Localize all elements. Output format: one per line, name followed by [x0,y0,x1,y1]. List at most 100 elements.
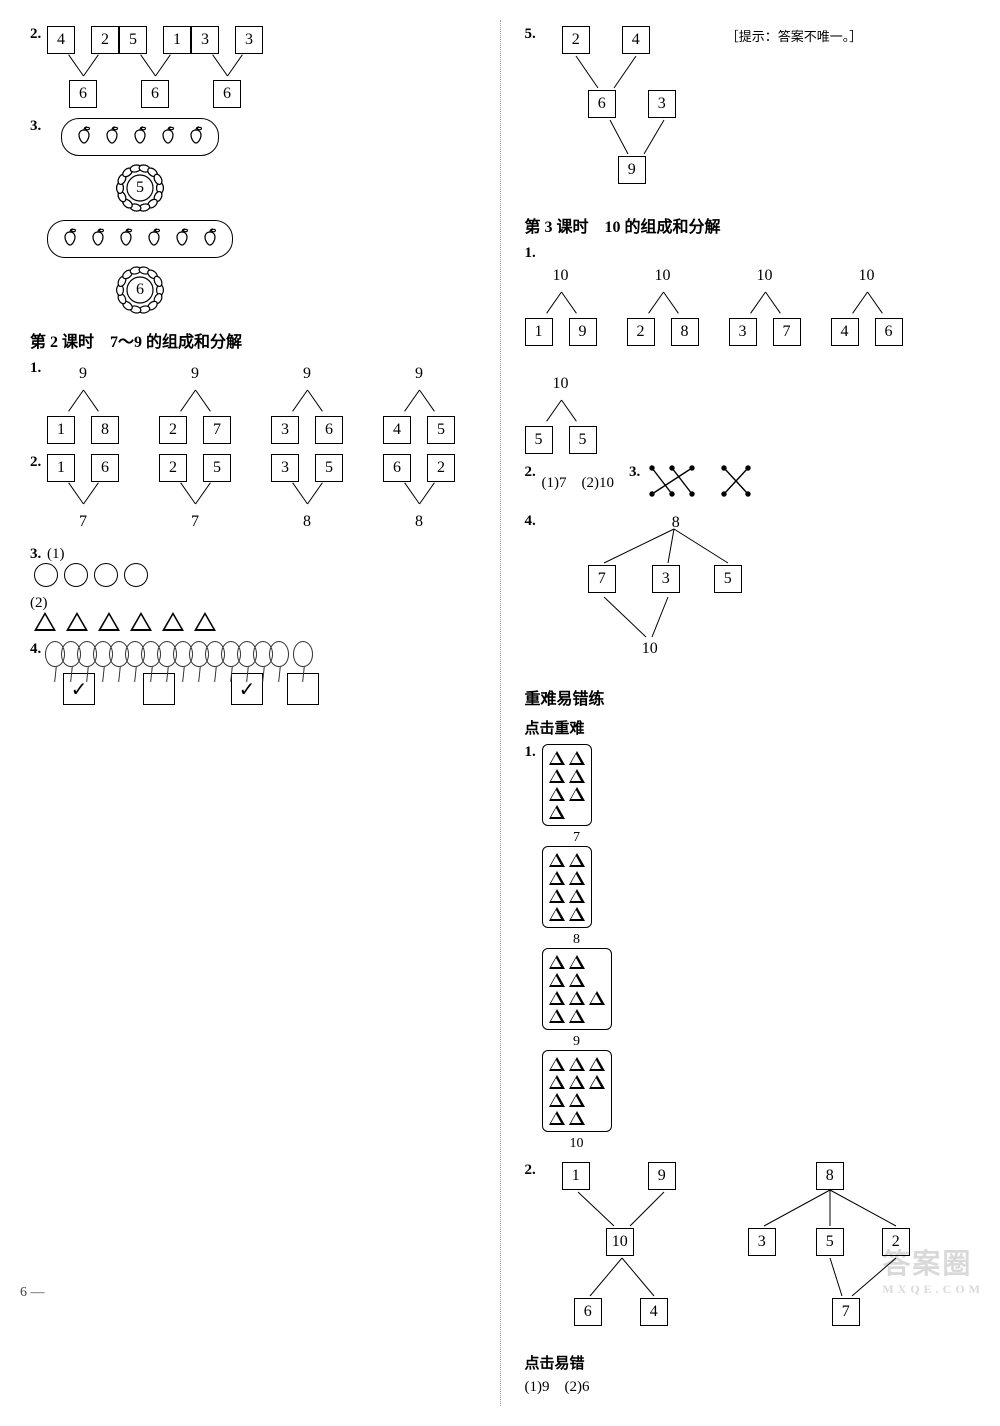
merge-node: 6 [383,454,411,482]
part1-label: (1) [47,546,65,562]
balloon-group: ✓ [207,641,287,705]
tree-node: 9 [648,1162,676,1190]
q-number: 2. [30,454,41,471]
triangle-icon [549,1093,565,1107]
triangle-icon [589,1057,605,1071]
merge-node: 4 [47,26,75,54]
bond-diagram: 1019 [525,262,597,346]
merge-sum: 8 [293,508,321,536]
q5-tree: 2 4 6 3 9 [552,26,712,201]
bond-child: 3 [271,416,299,444]
tree-node: 6 [574,1298,602,1326]
merge-diagram: 358 [271,454,343,536]
bond-child: 7 [203,416,231,444]
merge-diagram: 167 [47,454,119,536]
badge-value: 5 [136,179,144,197]
bond-diagram: 927 [159,360,231,444]
grid-label: 8 [542,932,612,948]
q-number: 1. [30,360,41,377]
ans-p1: (1)9 [525,1379,550,1395]
sec3-q4: 4. 8 7 3 5 10 [525,513,971,673]
triangle-icon [549,787,565,801]
triangle-icon [569,751,585,765]
bond-diagram: 1055 [525,370,597,454]
q-number: 4. [30,641,41,658]
bond-child: 5 [569,426,597,454]
bond-child: 7 [773,318,801,346]
hard-q1: 1. 78910 [525,744,971,1152]
bond-top: 10 [547,262,575,290]
tree-node: 10 [606,1228,634,1256]
hard-q2-left-tree: 1 9 10 6 4 [544,1162,714,1342]
balloon-group [287,641,319,705]
bond-child: 2 [627,318,655,346]
tree-node: 9 [618,156,646,184]
page-columns: 2. 426516336 3. 5 [30,20,970,1406]
apple-icon [58,227,82,251]
triangle-icon [569,991,585,1005]
triangle-icon [549,1075,565,1089]
triangle-icon [549,751,565,765]
tree-node: 8 [816,1162,844,1190]
balloon-group: ✓ [47,641,111,705]
triangle-icon [549,889,565,903]
q-number: 1. [525,245,536,262]
tree-node: 3 [648,90,676,118]
triangle-icon [569,871,585,885]
q-number: 2. [525,464,536,481]
triangle-icon [549,1009,565,1023]
merge-node: 3 [235,26,263,54]
bond-child: 3 [729,318,757,346]
triangle-icon [66,612,88,631]
apple-group-bot [47,220,233,258]
triangle-icon [569,769,585,783]
left-q2: 2. 426516336 [30,26,476,108]
triangle-icon [549,955,565,969]
merge-sum: 8 [405,508,433,536]
triangle-icon [569,1093,585,1107]
triangle-icon [569,1057,585,1071]
bond-child: 6 [875,318,903,346]
tree-node: 4 [640,1298,668,1326]
q-number: 3. [629,464,640,481]
merge-diagram: 516 [119,26,191,108]
tree-node: 5 [714,565,742,593]
triangle-icon [569,1075,585,1089]
merge-diagram: 628 [383,454,455,536]
tree-node: 3 [748,1228,776,1256]
bond-diagram: 1028 [627,262,699,346]
bond-diagram: 9 45 [383,360,455,444]
bond-diagram: 936 [271,360,343,444]
bond-child: 4 [383,416,411,444]
bond-top: 9 [405,360,433,388]
hard-sub1: 点击重难 [525,717,971,738]
merge-node: 3 [191,26,219,54]
bond-top: 10 [751,262,779,290]
balloon-icon [293,641,313,667]
tree-node: 4 [622,26,650,54]
badge-value: 6 [136,281,144,299]
triangle-icon [569,907,585,921]
bond-child: 5 [427,416,455,444]
q-number: 3. [30,118,41,135]
grid-label: 7 [542,830,612,846]
merge-sum: 7 [69,508,97,536]
bond-child: 8 [671,318,699,346]
bond-diagram: 10 37 [729,262,801,346]
bond-child: 8 [91,416,119,444]
tree-node: 3 [652,565,680,593]
triangle-grid-group: 10 [542,1050,612,1152]
bond-child: 1 [47,416,75,444]
tree-node: 10 [636,635,664,663]
triangle-icon [549,907,565,921]
bond-child: 5 [525,426,553,454]
merge-node: 5 [119,26,147,54]
merge-node: 2 [159,454,187,482]
triangle-icon [549,871,565,885]
merge-node: 1 [47,454,75,482]
bond-child: 2 [159,416,187,444]
apple-icon [86,227,110,251]
section-3-title: 第 3 课时 10 的组成和分解 [525,213,971,237]
triangle-icon [98,612,120,631]
apple-icon [156,125,180,149]
